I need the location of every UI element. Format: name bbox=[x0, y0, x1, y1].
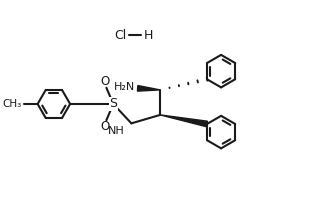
Polygon shape bbox=[137, 85, 160, 91]
Text: O: O bbox=[101, 120, 110, 133]
Text: H₂N: H₂N bbox=[114, 82, 135, 92]
Text: H: H bbox=[144, 29, 153, 42]
Text: NH: NH bbox=[108, 126, 125, 136]
Polygon shape bbox=[160, 115, 208, 127]
Text: CH₃: CH₃ bbox=[3, 99, 22, 109]
Text: S: S bbox=[109, 98, 117, 110]
Text: O: O bbox=[101, 75, 110, 88]
Text: Cl: Cl bbox=[114, 29, 127, 42]
